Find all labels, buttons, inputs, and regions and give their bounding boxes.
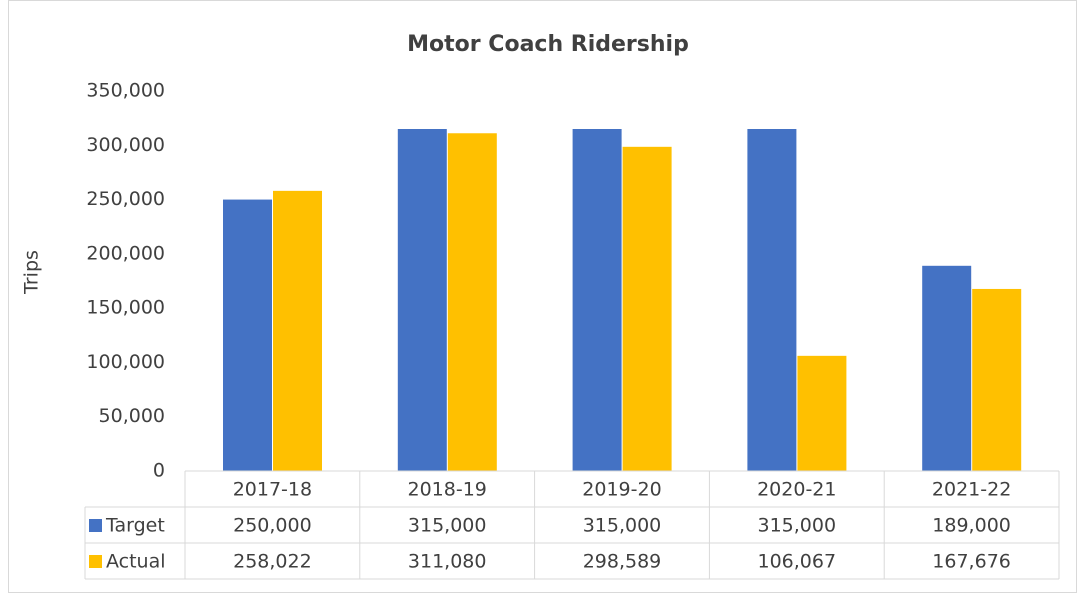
bar [273, 190, 322, 472]
table-value: 315,000 [758, 515, 837, 537]
y-tick-label: 250,000 [86, 188, 165, 210]
y-tick-label: 50,000 [99, 405, 165, 427]
chart-title: Motor Coach Ridership [407, 32, 689, 57]
y-tick-label: 350,000 [86, 80, 165, 102]
legend-swatch [89, 555, 102, 568]
table-value: 298,589 [583, 551, 662, 573]
bar [622, 146, 672, 471]
legend-label: Actual [106, 551, 166, 573]
legend-swatch [89, 519, 102, 532]
bar [572, 129, 622, 471]
bar [797, 355, 847, 471]
y-tick-label: 150,000 [86, 297, 165, 319]
table-value: 258,022 [233, 551, 312, 573]
table-value: 167,676 [932, 551, 1011, 573]
table-value: 189,000 [932, 515, 1011, 537]
y-tick-label: 200,000 [86, 242, 165, 264]
bar [747, 129, 797, 471]
bar [447, 133, 497, 472]
bar [223, 199, 272, 472]
y-tick-label: 100,000 [86, 351, 165, 373]
x-tick-label: 2018-19 [408, 479, 487, 501]
table-value: 315,000 [408, 515, 487, 537]
y-tick-label: 0 [153, 460, 165, 482]
bar [397, 129, 447, 471]
x-tick-label: 2021-22 [932, 479, 1011, 501]
bar [922, 265, 972, 471]
bar [972, 288, 1022, 471]
table-value: 311,080 [408, 551, 487, 573]
table-value: 106,067 [758, 551, 837, 573]
y-tick-label: 300,000 [86, 134, 165, 156]
chart-frame [8, 0, 1077, 593]
x-tick-label: 2017-18 [233, 479, 312, 501]
legend-label: Target [105, 515, 165, 537]
table-value: 250,000 [233, 515, 312, 537]
table-value: 315,000 [583, 515, 662, 537]
y-axis-label: Trips [21, 250, 43, 295]
x-tick-label: 2019-20 [582, 479, 661, 501]
x-tick-label: 2020-21 [757, 479, 836, 501]
